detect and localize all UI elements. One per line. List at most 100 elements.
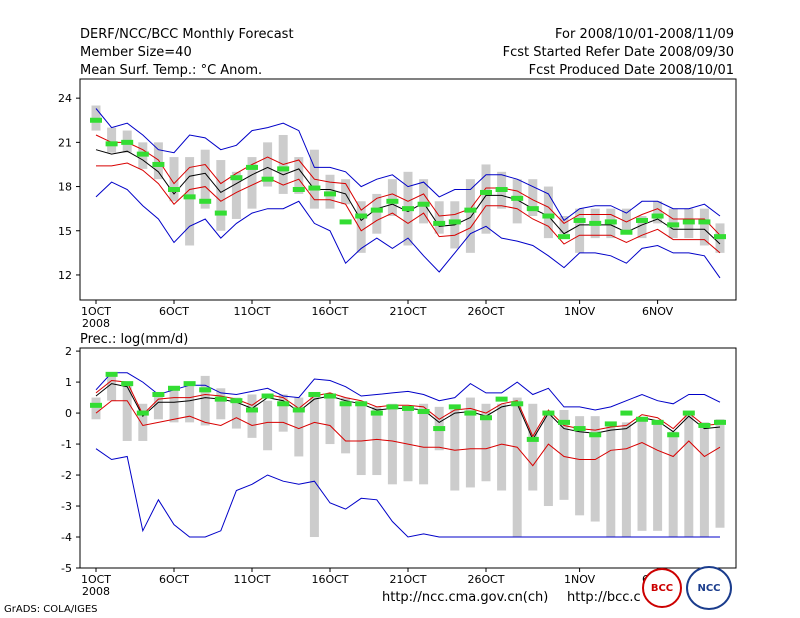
- temperature-median-marker: [199, 198, 212, 204]
- precipitation-ensemble-bar: [138, 403, 148, 441]
- precipitation-x-tick-label: 1OCT: [81, 573, 111, 586]
- temperature-ensemble-bar: [465, 179, 475, 253]
- precipitation-y-tick-label: -4: [61, 531, 72, 544]
- temperature-x-tick-label: 26OCT: [467, 305, 504, 318]
- precipitation-ensemble-bar: [621, 422, 631, 538]
- temperature-median-marker: [121, 139, 134, 145]
- precipitation-median-marker: [90, 402, 102, 408]
- temperature-ensemble-bar: [231, 171, 241, 219]
- precip-title: Prec.: log(mm/d): [80, 332, 189, 347]
- temperature-ensemble-bar: [247, 157, 257, 209]
- precipitation-median-marker: [651, 419, 664, 425]
- temperature-ensemble-bar: [107, 127, 117, 153]
- precipitation-ensemble-bar: [684, 413, 694, 538]
- precipitation-median-marker: [136, 410, 149, 416]
- precipitation-median-marker: [682, 410, 695, 416]
- temperature-median-marker: [277, 166, 290, 172]
- precipitation-ensemble-bar: [387, 403, 397, 485]
- precipitation-median-marker: [417, 409, 430, 415]
- precipitation-y-tick-label: 0: [65, 407, 72, 420]
- temperature-ensemble-bar: [294, 157, 304, 194]
- temperature-median-marker: [370, 207, 383, 213]
- temperature-x-tick-sublabel: 2008: [82, 317, 110, 330]
- temperature-median-marker: [526, 206, 539, 212]
- precipitation-lower-spread-line: [95, 400, 721, 467]
- temperature-lower-spread-line: [96, 162, 721, 254]
- temperature-median-marker: [355, 213, 368, 219]
- start-date: Fcst Started Refer Date 2008/09/30: [502, 45, 734, 60]
- precipitation-ensemble-bar: [247, 394, 257, 438]
- temperature-median-marker: [168, 187, 180, 192]
- precipitation-median-marker: [542, 410, 555, 416]
- bcc-url[interactable]: http://bcc.c: [567, 590, 641, 605]
- precipitation-median-marker: [152, 391, 165, 397]
- temperature-median-marker: [152, 161, 165, 167]
- temperature-ensemble-bar: [575, 208, 585, 253]
- precipitation-min-line: [95, 448, 720, 538]
- temperature-median-marker: [402, 206, 414, 212]
- precipitation-median-marker: [168, 385, 180, 391]
- temperature-median-marker: [464, 207, 477, 213]
- temperature-median-marker: [604, 219, 617, 225]
- temperature-median-marker: [105, 141, 118, 147]
- temperature-ensemble-bar: [185, 157, 195, 246]
- precipitation-median-marker: [292, 407, 305, 413]
- precipitation-median-marker: [464, 410, 477, 416]
- temperature-median-marker: [558, 234, 570, 240]
- bcc-logo-icon: BCC: [642, 568, 682, 608]
- temperature-y-tick-label: 21: [58, 136, 72, 149]
- precipitation-ensemble-bar: [668, 431, 678, 538]
- precipitation-ensemble-bar: [309, 394, 319, 538]
- precipitation-median-marker: [308, 391, 321, 397]
- precipitation-ensemble-bar: [497, 403, 507, 491]
- precipitation-median-marker: [589, 432, 602, 438]
- temperature-y-tick-label: 24: [58, 92, 72, 105]
- precipitation-median-marker: [604, 421, 617, 427]
- temperature-median-marker: [230, 175, 243, 181]
- precipitation-ensemble-bar: [91, 397, 101, 420]
- precipitation-y-tick-label: -5: [61, 562, 72, 575]
- member-size: Member Size=40: [80, 45, 192, 60]
- temperature-max-line: [95, 108, 721, 222]
- precipitation-median-marker: [105, 371, 118, 377]
- precipitation-ensemble-bar: [512, 397, 522, 538]
- ncc-url[interactable]: http://ncc.cma.gov.cn(ch): [382, 590, 549, 605]
- temperature-ensemble-bar: [528, 179, 538, 217]
- temperature-y-tick-label: 15: [58, 225, 72, 238]
- temperature-median-marker: [573, 217, 586, 223]
- produced-date: Fcst Produced Date 2008/10/01: [528, 63, 734, 78]
- precipitation-x-tick-label: 21OCT: [389, 573, 426, 586]
- temperature-ensemble-bar: [216, 160, 226, 231]
- precipitation-ensemble-bar: [465, 397, 475, 488]
- chart-title: DERF/NCC/BCC Monthly Forecast: [80, 27, 294, 42]
- precipitation-ensemble-bar: [419, 403, 429, 485]
- temperature-ensemble-bar: [637, 216, 647, 239]
- precipitation-median-marker: [495, 396, 508, 402]
- precipitation-ensemble-bar: [590, 416, 600, 522]
- precipitation-y-tick-label: 2: [65, 345, 72, 358]
- precipitation-x-tick-label: 6OCT: [159, 573, 189, 586]
- precipitation-median-marker: [324, 393, 336, 399]
- temperature-ensemble-bar: [356, 201, 366, 253]
- precipitation-ensemble-bar: [653, 422, 663, 531]
- temperature-ensemble-bar: [543, 186, 553, 239]
- precipitation-ensemble-bar: [263, 400, 273, 451]
- precipitation-median-marker: [183, 381, 196, 387]
- temperature-median-marker: [136, 151, 149, 157]
- temperature-median-marker: [542, 213, 555, 219]
- precipitation-median-marker: [121, 381, 134, 387]
- precipitation-median-marker: [620, 410, 633, 416]
- temperature-median-marker: [682, 219, 695, 225]
- precipitation-median-marker: [573, 426, 586, 432]
- temperature-min-line: [95, 181, 721, 279]
- precipitation-median-marker: [370, 410, 383, 416]
- precipitation-median-marker: [480, 415, 492, 421]
- temperature-ensemble-bar: [653, 201, 663, 224]
- temperature-x-tick-label: 1NOV: [564, 305, 596, 318]
- temperature-median-marker: [636, 217, 648, 223]
- temperature-median-marker: [433, 220, 446, 226]
- precipitation-ensemble-bar: [341, 397, 351, 454]
- precipitation-ensemble-bar: [325, 394, 335, 445]
